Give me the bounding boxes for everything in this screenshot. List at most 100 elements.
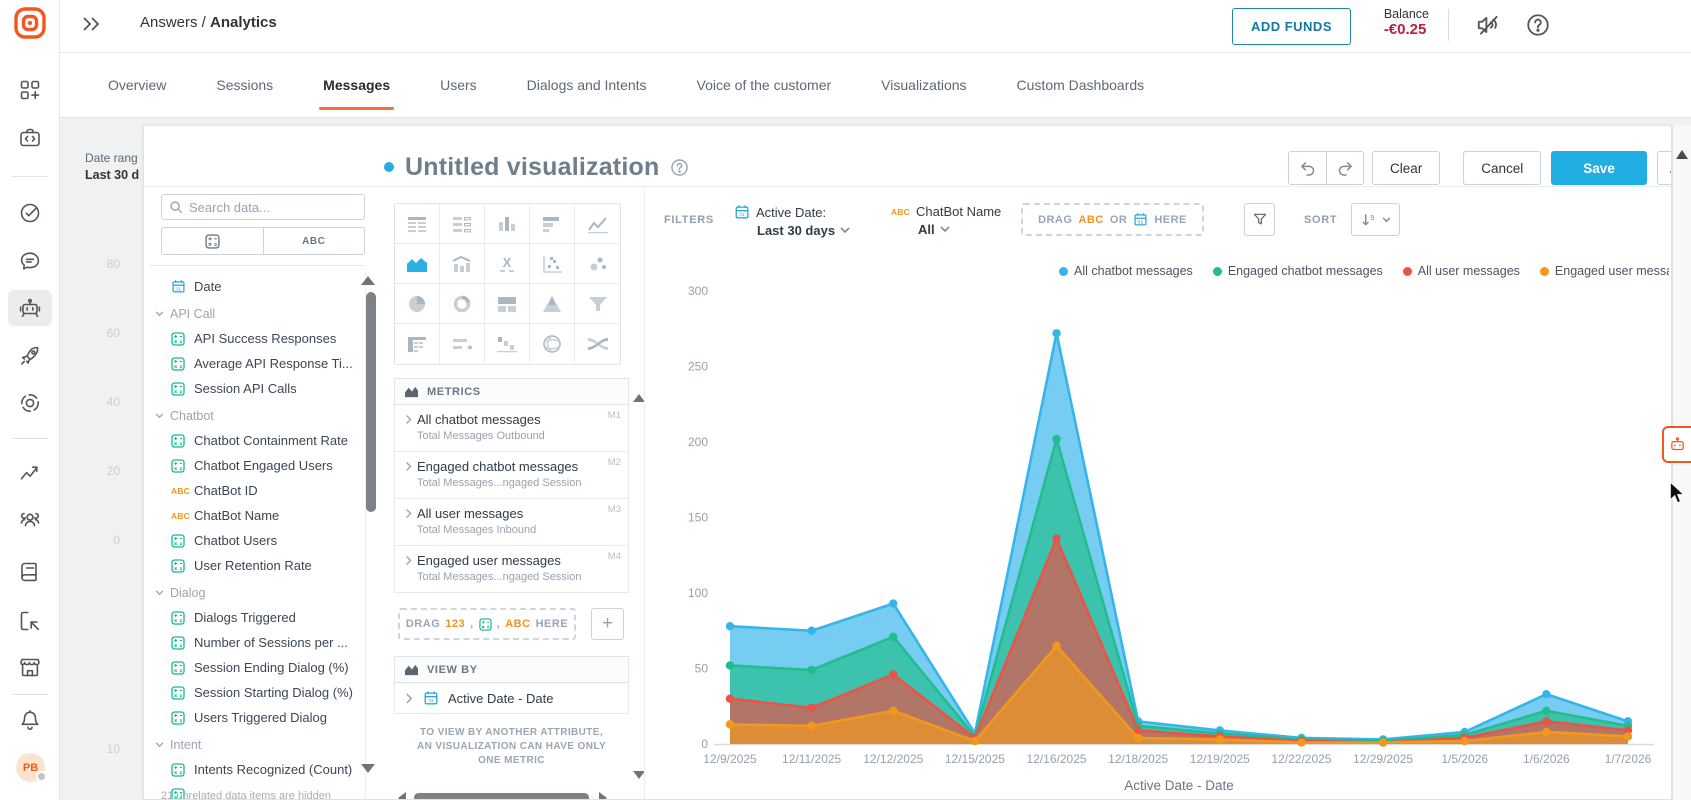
tab-overview[interactable]: Overview — [108, 77, 167, 93]
catalog-item-session-starting-dialog-[interactable]: Session Starting Dialog (%) — [149, 680, 359, 705]
shape-bar-chart[interactable] — [530, 204, 575, 244]
catalog-item-date[interactable]: 31 Date — [149, 274, 359, 299]
help-icon[interactable] — [1525, 12, 1551, 38]
shape-bullet-chart[interactable] — [440, 324, 485, 364]
catalog-item-intents-recognized-count-[interactable]: Intents Recognized (Count) — [149, 757, 359, 782]
metrics-filter-toggle[interactable] — [162, 228, 263, 254]
catalog-item-session-ending-dialog-[interactable]: Session Ending Dialog (%) — [149, 655, 359, 680]
breadcrumb-prefix[interactable]: Answers / — [140, 14, 206, 31]
shape-combo-chart[interactable] — [440, 244, 485, 284]
shape-area-chart[interactable] — [395, 244, 440, 284]
buckets-scroll-right[interactable] — [599, 792, 607, 799]
add-metric-button[interactable]: + — [591, 608, 624, 640]
buckets-scroll-down[interactable] — [633, 771, 645, 779]
catalog-item-number-of-sessions-per-[interactable]: Number of Sessions per ... — [149, 630, 359, 655]
catalog-group-api-call[interactable]: API Call — [149, 301, 359, 326]
tab-custom-dashboards[interactable]: Custom Dashboards — [1016, 77, 1145, 93]
legend-all-chatbot-messages[interactable]: All chatbot messages — [1059, 264, 1193, 278]
tab-visualizations[interactable]: Visualizations — [881, 77, 967, 93]
shape-pyramid-chart[interactable] — [530, 284, 575, 324]
catalog-group-chatbot[interactable]: Chatbot — [149, 403, 359, 428]
conversations-icon[interactable] — [18, 249, 42, 273]
save-button[interactable]: Save — [1551, 151, 1647, 185]
shape-treemap[interactable] — [485, 284, 530, 324]
more-options-button[interactable]: ... — [1656, 151, 1671, 185]
catalog-scrollbar-thumb[interactable] — [366, 292, 376, 512]
catalog-group-intent[interactable]: Intent — [149, 732, 359, 757]
redo-button[interactable] — [1326, 152, 1363, 184]
metric-all-chatbot-messages[interactable]: All chatbot messages Total Messages Outbo… — [394, 405, 629, 452]
buckets-scroll-up[interactable] — [633, 394, 645, 402]
legend-engaged-chatbot-messages[interactable]: Engaged chatbot messages — [1212, 264, 1383, 278]
tab-sessions[interactable]: Sessions — [216, 77, 274, 93]
viewby-item[interactable]: 31 Active Date - Date — [394, 683, 629, 714]
shape-pivot-table[interactable] — [395, 324, 440, 364]
docs-icon[interactable] — [18, 560, 42, 584]
shape-sankey-chart[interactable] — [575, 324, 620, 364]
catalog-scroll-down[interactable] — [361, 764, 375, 773]
marketplace-icon[interactable] — [18, 656, 42, 680]
infobip-logo-icon[interactable] — [13, 6, 47, 40]
page-scroll-up[interactable] — [1676, 150, 1688, 159]
catalog-item-user-retention-rate[interactable]: User Retention Rate — [149, 553, 359, 578]
apps-add-icon[interactable] — [18, 78, 42, 102]
shape-column-chart[interactable] — [485, 204, 530, 244]
shape-geo-chart[interactable] — [530, 324, 575, 364]
analytics-icon[interactable] — [18, 461, 42, 485]
buckets-hscrollbar-thumb[interactable] — [414, 793, 589, 799]
buckets-scroll-left[interactable] — [398, 792, 406, 799]
catalog-item-api-success-responses[interactable]: API Success Responses — [149, 326, 359, 351]
title-help-icon[interactable] — [670, 158, 689, 177]
tab-dialogs-and-intents[interactable]: Dialogs and Intents — [526, 77, 647, 93]
tab-users[interactable]: Users — [440, 77, 477, 93]
shape-line-chart[interactable] — [575, 204, 620, 244]
catalog-item-partial[interactable] — [149, 782, 359, 799]
catalog-scroll-up[interactable] — [361, 276, 375, 285]
legend-all-user-messages[interactable]: All user messages — [1402, 264, 1520, 278]
catalog-item-chatbot-id[interactable]: ABC ChatBot ID — [149, 478, 359, 503]
catalog-item-chatbot-engaged-users[interactable]: Chatbot Engaged Users — [149, 453, 359, 478]
undo-button[interactable] — [1289, 152, 1326, 184]
visualization-title[interactable]: Untitled visualization — [405, 152, 660, 181]
chevron-double-right-icon[interactable] — [80, 13, 102, 35]
explore-icon[interactable] — [18, 391, 42, 415]
sort-dropdown[interactable]: 9 — [1351, 203, 1400, 236]
shape-repeater[interactable] — [440, 204, 485, 244]
answers-icon[interactable] — [18, 296, 42, 320]
add-funds-button[interactable]: ADD FUNDS — [1231, 8, 1351, 45]
shape-headline[interactable]: X — [485, 244, 530, 284]
feedback-widget[interactable] — [1662, 426, 1691, 463]
catalog-item-dialogs-triggered[interactable]: Dialogs Triggered — [149, 605, 359, 630]
legend-engaged-user-messages[interactable]: Engaged user messages — [1539, 264, 1669, 278]
shape-table[interactable] — [395, 204, 440, 244]
filter-chatbot-name[interactable]: ABC ChatBot Name All — [891, 204, 1001, 237]
attributes-filter-toggle[interactable]: ABC — [262, 228, 365, 254]
metric-engaged-chatbot-messages[interactable]: Engaged chatbot messages Total Messages..… — [394, 452, 629, 499]
catalog-item-users-triggered-dialog[interactable]: Users Triggered Dialog — [149, 705, 359, 730]
filter-active-date[interactable]: 31 Active Date: Last 30 days — [734, 204, 850, 238]
shape-funnel-chart[interactable] — [575, 284, 620, 324]
catalog-item-chatbot-name[interactable]: ABC ChatBot Name — [149, 503, 359, 528]
mute-icon[interactable] — [1475, 12, 1501, 38]
tab-messages[interactable]: Messages — [319, 53, 395, 117]
metric-engaged-user-messages[interactable]: Engaged user messages Total Messages...ng… — [394, 546, 629, 593]
catalog-item-average-api-response-ti-[interactable]: Average API Response Ti... — [149, 351, 359, 376]
metric-drop-zone[interactable]: DRAG 123 , , ABC HERE — [398, 608, 576, 640]
metric-all-user-messages[interactable]: All user messages Total Messages Inbound M… — [394, 499, 629, 546]
search-data-input[interactable] — [189, 199, 349, 215]
shape-waterfall-chart[interactable] — [485, 324, 530, 364]
moments-icon[interactable] — [18, 201, 42, 225]
clear-button[interactable]: Clear — [1372, 151, 1441, 185]
filter-funnel-button[interactable] — [1244, 203, 1275, 236]
tab-voice-of-the-customer[interactable]: Voice of the customer — [696, 77, 832, 93]
shape-pie-chart[interactable] — [395, 284, 440, 324]
shape-scatter-plot[interactable] — [530, 244, 575, 284]
shape-donut-chart[interactable] — [440, 284, 485, 324]
catalog-item-chatbot-users[interactable]: Chatbot Users — [149, 528, 359, 553]
dev-tools-icon[interactable] — [18, 126, 42, 150]
catalog-group-dialog[interactable]: Dialog — [149, 580, 359, 605]
filter-drop-zone[interactable]: DRAG ABC OR 31 HERE — [1021, 203, 1204, 236]
notifications-icon[interactable] — [18, 708, 42, 732]
launch-icon[interactable] — [18, 344, 42, 368]
catalog-item-chatbot-containment-rate[interactable]: Chatbot Containment Rate — [149, 428, 359, 453]
